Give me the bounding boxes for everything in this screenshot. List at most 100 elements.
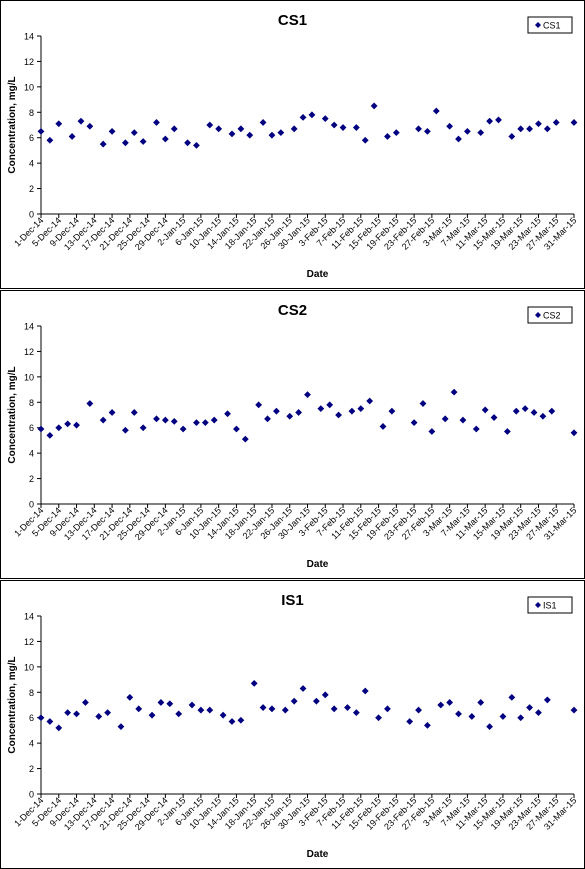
data-point (201, 419, 209, 427)
data-point (486, 723, 494, 731)
data-point (219, 711, 227, 719)
data-point (428, 428, 436, 435)
data-point (308, 111, 316, 119)
legend-label: IS1 (543, 601, 557, 611)
data-point (361, 136, 369, 144)
data-point (268, 705, 276, 713)
data-point (526, 704, 533, 711)
y-tick-label: 14 (24, 322, 34, 332)
data-point (175, 710, 183, 718)
data-point (299, 685, 307, 692)
data-point (384, 133, 391, 140)
data-point (415, 706, 422, 714)
y-tick-label: 0 (29, 210, 34, 220)
chart-panel: CS1 0 2 4 6 8 10 12 14 1-Dec-14 5-Dec-14 9-Dec-14 13… (0, 0, 585, 289)
data-point (526, 125, 533, 133)
legend-label: CS1 (543, 21, 561, 31)
data-point (179, 425, 187, 433)
data-point (273, 407, 280, 415)
data-point (446, 122, 454, 130)
data-point (503, 428, 511, 435)
legend: CS1 (527, 16, 573, 34)
data-point (126, 693, 134, 701)
x-axis-label: Date (307, 269, 329, 280)
data-point (335, 411, 342, 419)
data-point (86, 400, 94, 407)
data-point (184, 139, 191, 147)
y-tick-label: 4 (29, 159, 34, 169)
data-point (82, 699, 89, 706)
data-point (73, 421, 80, 429)
data-point (121, 139, 129, 147)
chart-title: IS1 (281, 592, 304, 609)
data-point (517, 125, 525, 133)
y-axis-label: Concentration, mg/L (7, 76, 18, 173)
data-point (73, 710, 80, 718)
data-point (370, 102, 378, 110)
data-point (193, 141, 200, 149)
data-point (37, 714, 45, 722)
data-point (490, 414, 498, 421)
data-point (108, 409, 116, 416)
data-point (237, 125, 245, 133)
legend-marker (535, 312, 541, 318)
data-point (139, 138, 147, 145)
data-point (264, 415, 271, 423)
data-point (130, 129, 138, 137)
y-tick-label: 0 (29, 790, 34, 800)
y-tick-label: 0 (29, 500, 34, 510)
data-point (517, 714, 525, 722)
legend-marker (535, 602, 541, 608)
y-tick-label: 2 (29, 764, 34, 774)
data-point (521, 405, 529, 413)
data-point (419, 400, 427, 407)
data-point (228, 130, 236, 138)
data-point (170, 417, 178, 425)
data-point (197, 706, 205, 714)
y-tick-label: 8 (29, 688, 34, 698)
data-point (95, 713, 103, 720)
data-point (499, 713, 507, 720)
data-point (535, 709, 542, 717)
legend: IS1 (527, 596, 573, 614)
data-point (317, 405, 325, 413)
data-point (241, 435, 249, 443)
data-point (224, 410, 231, 418)
data-point (424, 127, 431, 135)
chart-title: CS1 (278, 12, 307, 29)
legend-marker (535, 22, 541, 28)
y-tick-label: 2 (29, 474, 34, 484)
data-point (170, 125, 178, 133)
data-point (508, 693, 516, 701)
data-point (135, 705, 143, 713)
y-tick-label: 2 (29, 184, 34, 194)
data-point (543, 696, 551, 704)
data-point (415, 125, 422, 133)
data-point (55, 724, 63, 732)
data-point (55, 120, 63, 128)
data-point (495, 116, 502, 124)
data-point (352, 709, 360, 717)
y-tick-label: 12 (24, 347, 34, 357)
data-point (153, 415, 160, 423)
chart-panel: IS1 0 2 4 6 8 10 12 14 1-Dec-14 5-Dec-14 9-Dec-14 13… (0, 580, 585, 869)
data-point (286, 412, 294, 420)
data-point (450, 388, 458, 396)
data-point (361, 687, 369, 695)
y-tick-label: 8 (29, 108, 34, 118)
chart-title: CS2 (278, 302, 307, 319)
data-point (352, 124, 360, 131)
data-point (357, 405, 365, 413)
data-point (68, 133, 76, 140)
data-point (486, 117, 494, 125)
legend-box (527, 596, 573, 614)
data-point (512, 407, 520, 415)
data-point (130, 409, 138, 416)
legend-box (527, 16, 573, 34)
data-point (455, 710, 462, 718)
data-point (46, 718, 54, 725)
y-tick-label: 14 (24, 32, 34, 42)
data-point (388, 407, 396, 415)
data-point (64, 420, 72, 428)
chart-svg: CS2024681012141-Dec-145-Dec-149-Dec-1413… (7, 302, 578, 570)
